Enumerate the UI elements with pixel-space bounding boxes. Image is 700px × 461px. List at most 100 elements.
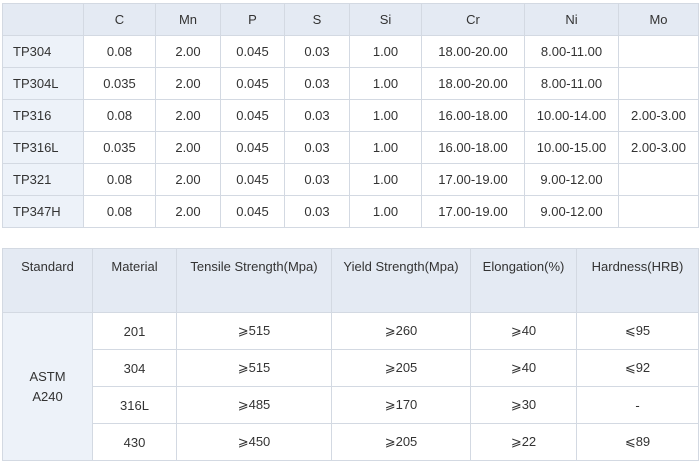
value-cell: 0.045: [220, 67, 285, 100]
value-cell: 18.00-20.00: [421, 35, 525, 68]
value-cell: 1.00: [349, 195, 422, 228]
table-row: TP304L 0.035 2.00 0.045 0.03 1.00 18.00-20.00 8…: [2, 67, 699, 100]
column-header: Si: [349, 3, 422, 36]
value-cell: 1.00: [349, 163, 422, 196]
value-cell: 0.03: [284, 131, 350, 164]
grade-cell: TP316: [2, 99, 84, 132]
value-cell: ⩾30: [470, 386, 577, 424]
value-cell: 1.00: [349, 99, 422, 132]
column-header: Ni: [524, 3, 619, 36]
mechanical-properties-table: Standard Material Tensile Strength(Mpa) Yie…: [2, 248, 699, 461]
table-row: 430 ⩾450 ⩾205 ⩾22 ⩽89: [3, 423, 699, 461]
chemical-composition-table: C Mn P S Si Cr Ni Mo TP304 0.08 2.00 0.045 0.03 1.00…: [2, 3, 699, 228]
grade-cell: TP347H: [2, 195, 84, 228]
column-header: [2, 3, 84, 36]
value-cell: 16.00-18.00: [421, 99, 525, 132]
column-header: P: [220, 3, 285, 36]
value-cell: ⩽92: [576, 349, 699, 387]
header-row: Standard Material Tensile Strength(Mpa) Yie…: [2, 248, 699, 313]
standard-line: A240: [32, 388, 63, 404]
value-cell: 2.00: [155, 163, 221, 196]
value-cell: [618, 195, 699, 228]
value-cell: 1.00: [349, 35, 422, 68]
value-cell: 17.00-19.00: [421, 195, 525, 228]
table-row: TP321 0.08 2.00 0.045 0.03 1.00 17.00-19.00 9.0…: [2, 163, 699, 196]
column-header: Material: [92, 248, 177, 313]
value-cell: 18.00-20.00: [421, 67, 525, 100]
value-cell: ⩾22: [470, 423, 577, 461]
value-cell: 0.035: [83, 67, 156, 100]
value-cell: 0.03: [284, 195, 350, 228]
value-cell: 2.00: [155, 67, 221, 100]
value-cell: 2.00-3.00: [618, 99, 699, 132]
column-header: C: [83, 3, 156, 36]
value-cell: 0.045: [220, 35, 285, 68]
value-cell: ⩾170: [331, 386, 471, 424]
value-cell: 8.00-11.00: [524, 35, 619, 68]
value-cell: 0.08: [83, 195, 156, 228]
value-cell: 17.00-19.00: [421, 163, 525, 196]
value-cell: 0.03: [284, 163, 350, 196]
grade-cell: TP304: [2, 35, 84, 68]
value-cell: ⩾260: [331, 312, 471, 350]
value-cell: 430: [92, 423, 177, 461]
column-header: Tensile Strength(Mpa): [176, 248, 332, 313]
standard-line: ASTM: [29, 368, 66, 384]
value-cell: 16.00-18.00: [421, 131, 525, 164]
table-row: TP304 0.08 2.00 0.045 0.03 1.00 18.00-20.00 8.0…: [2, 35, 699, 68]
value-cell: 9.00-12.00: [524, 195, 619, 228]
value-cell: ⩾485: [176, 386, 332, 424]
value-cell: ⩾205: [331, 349, 471, 387]
value-cell: 1.00: [349, 67, 422, 100]
value-cell: 201: [92, 312, 177, 350]
column-header: Yield Strength(Mpa): [331, 248, 471, 313]
value-cell: 0.03: [284, 35, 350, 68]
column-header: Cr: [421, 3, 525, 36]
value-cell: ⩾40: [470, 312, 577, 350]
value-cell: 0.035: [83, 131, 156, 164]
grade-cell: TP316L: [2, 131, 84, 164]
value-cell: 10.00-15.00: [524, 131, 619, 164]
value-cell: 0.045: [220, 99, 285, 132]
value-cell: 0.08: [83, 99, 156, 132]
table-row: 304 ⩾515 ⩾205 ⩾40 ⩽92: [3, 349, 699, 387]
grade-cell: TP304L: [2, 67, 84, 100]
value-cell: ⩾515: [176, 312, 332, 350]
value-cell: 0.08: [83, 35, 156, 68]
value-cell: [618, 163, 699, 196]
value-cell: 0.03: [284, 67, 350, 100]
column-header: Hardness(HRB): [576, 248, 699, 313]
value-cell: 2.00-3.00: [618, 131, 699, 164]
value-cell: 0.03: [284, 99, 350, 132]
value-cell: 9.00-12.00: [524, 163, 619, 196]
table-row: TP316 0.08 2.00 0.045 0.03 1.00 16.00-18.00 10.…: [2, 99, 699, 132]
grade-cell: TP321: [2, 163, 84, 196]
value-cell: -: [576, 386, 699, 424]
standard-cell: ASTM A240: [2, 312, 93, 461]
table-row: 316L ⩾485 ⩾170 ⩾30-: [3, 386, 699, 424]
value-cell: 316L: [92, 386, 177, 424]
value-cell: [618, 35, 699, 68]
value-cell: 2.00: [155, 131, 221, 164]
value-cell: [618, 67, 699, 100]
header-row: C Mn P S Si Cr Ni Mo: [2, 3, 699, 36]
value-cell: ⩾515: [176, 349, 332, 387]
value-cell: 2.00: [155, 35, 221, 68]
column-header: Standard: [2, 248, 93, 313]
column-header: Elongation(%): [470, 248, 577, 313]
value-cell: 0.045: [220, 195, 285, 228]
value-cell: ⩾40: [470, 349, 577, 387]
value-cell: 10.00-14.00: [524, 99, 619, 132]
value-cell: 1.00: [349, 131, 422, 164]
column-header: S: [284, 3, 350, 36]
table-row: TP316L 0.035 2.00 0.045 0.03 1.00 16.00-18.00 1…: [2, 131, 699, 164]
value-cell: ⩾450: [176, 423, 332, 461]
table-row: ASTM A240 201 ⩾515 ⩾260 ⩾40 ⩽95: [2, 312, 699, 461]
column-header: Mn: [155, 3, 221, 36]
column-header: Mo: [618, 3, 699, 36]
value-cell: 0.08: [83, 163, 156, 196]
value-cell: 2.00: [155, 195, 221, 228]
value-cell: ⩽95: [576, 312, 699, 350]
value-cell: ⩽89: [576, 423, 699, 461]
value-cell: 2.00: [155, 99, 221, 132]
